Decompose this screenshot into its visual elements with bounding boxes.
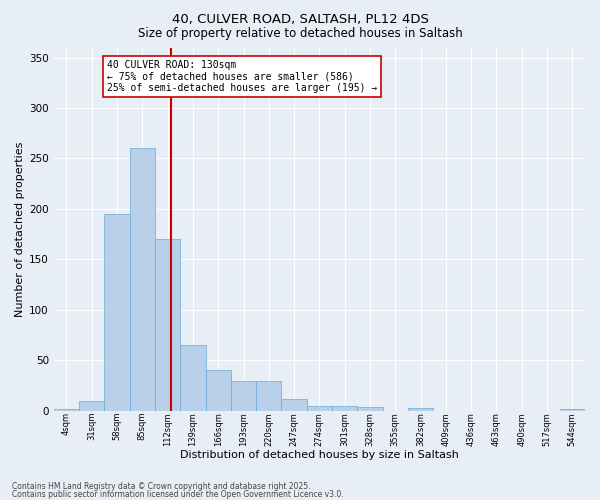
Bar: [358, 406, 383, 410]
Text: Contains HM Land Registry data © Crown copyright and database right 2025.: Contains HM Land Registry data © Crown c…: [12, 482, 311, 491]
Bar: [408, 408, 433, 410]
Bar: [256, 382, 281, 410]
Text: Contains public sector information licensed under the Open Government Licence v3: Contains public sector information licen…: [12, 490, 344, 499]
Bar: [104, 214, 130, 410]
Y-axis label: Number of detached properties: Number of detached properties: [15, 142, 25, 316]
Bar: [155, 239, 180, 410]
X-axis label: Distribution of detached houses by size in Saltash: Distribution of detached houses by size …: [180, 450, 459, 460]
Bar: [206, 370, 231, 410]
Text: 40 CULVER ROAD: 130sqm
← 75% of detached houses are smaller (586)
25% of semi-de: 40 CULVER ROAD: 130sqm ← 75% of detached…: [107, 60, 377, 93]
Bar: [54, 408, 79, 410]
Bar: [332, 406, 358, 410]
Text: 40, CULVER ROAD, SALTASH, PL12 4DS: 40, CULVER ROAD, SALTASH, PL12 4DS: [172, 12, 428, 26]
Bar: [79, 402, 104, 410]
Bar: [281, 400, 307, 410]
Bar: [307, 406, 332, 410]
Bar: [560, 408, 585, 410]
Bar: [180, 345, 206, 410]
Bar: [231, 382, 256, 410]
Bar: [130, 148, 155, 410]
Text: Size of property relative to detached houses in Saltash: Size of property relative to detached ho…: [137, 28, 463, 40]
